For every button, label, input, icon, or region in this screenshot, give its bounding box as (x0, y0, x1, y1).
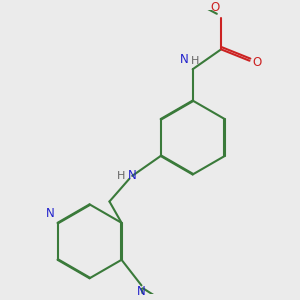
Text: O: O (252, 56, 261, 69)
Text: N: N (128, 169, 136, 182)
Text: N: N (180, 53, 188, 66)
Text: H: H (117, 171, 125, 181)
Text: N: N (137, 285, 146, 298)
Text: N: N (46, 207, 55, 220)
Text: O: O (211, 1, 220, 14)
Text: H: H (191, 56, 200, 66)
